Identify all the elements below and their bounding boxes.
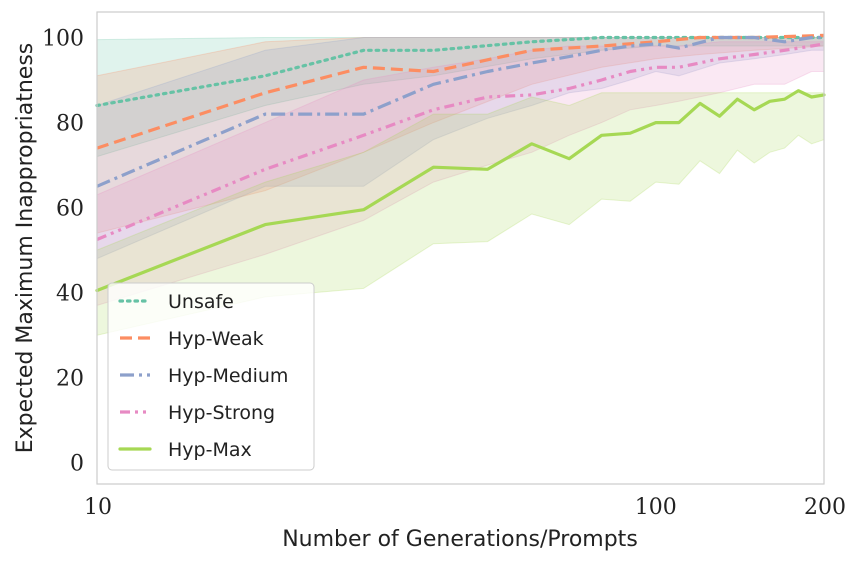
line-hyp-weak [96, 33, 825, 150]
x-tick-label: 100 [635, 495, 677, 520]
legend-label-hyp-weak: Hyp-Weak [168, 328, 264, 350]
y-axis-ticks: 0 20 40 60 80 100 [42, 27, 84, 477]
y-axis-label: Expected Maximum Inappropriatness [13, 43, 38, 454]
legend-label-hyp-strong: Hyp-Strong [168, 402, 275, 424]
y-tick-label: 40 [56, 282, 84, 307]
legend-label-hyp-max: Hyp-Max [168, 439, 252, 461]
y-tick-label: 0 [70, 452, 84, 477]
y-tick-label: 80 [56, 112, 84, 137]
plot-frame [96, 11, 825, 485]
x-tick-label: 10 [84, 495, 112, 520]
x-axis-ticks: 10 100 200 [84, 495, 846, 520]
y-tick-label: 100 [42, 27, 84, 52]
legend: Unsafe Hyp-Weak Hyp-Medium Hyp-Strong Hyp-Ma… [107, 282, 315, 471]
confidence-bands [96, 37, 825, 336]
legend-label-unsafe: Unsafe [168, 291, 234, 313]
y-tick-label: 60 [56, 197, 84, 222]
legend-label-hyp-medium: Hyp-Medium [168, 365, 288, 387]
x-axis-label: Number of Generations/Prompts [282, 527, 638, 552]
x-tick-label: 200 [804, 495, 846, 520]
line-hyp-max [95, 89, 826, 293]
line-hyp-medium [96, 35, 824, 188]
legend-box [107, 282, 315, 471]
series-lines [95, 33, 826, 293]
y-tick-label: 20 [56, 367, 84, 392]
